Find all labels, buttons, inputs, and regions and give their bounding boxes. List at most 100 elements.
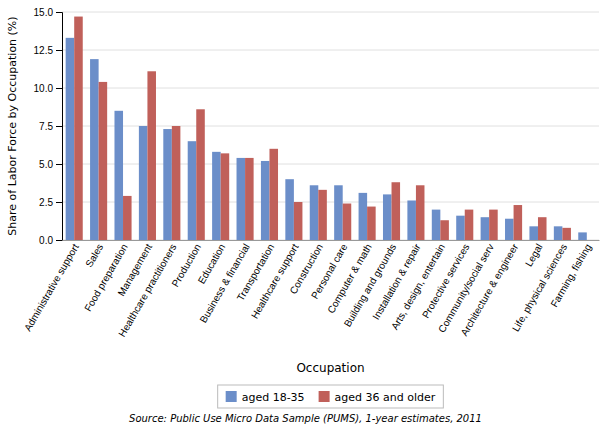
x-tick: Food preparation: [82, 242, 130, 313]
bar: [465, 210, 474, 240]
x-tick: Healthcare practitioners: [116, 242, 178, 339]
x-tick-label: Legal: [523, 242, 545, 269]
bar: [66, 38, 75, 240]
chart: 0.0 2.5 5.0 7.5 10.0 12.5 15.0 Administrative s…: [0, 0, 611, 430]
bar: [562, 228, 571, 240]
bar: [514, 205, 523, 240]
y-axis-title: Share of Labor Force by Occupation (%): [6, 16, 19, 235]
bar: [334, 185, 343, 240]
bar: [383, 194, 392, 240]
bar: [74, 17, 83, 240]
y-tick-label: 0.0: [39, 235, 53, 246]
y-tick: 15.0: [34, 7, 62, 18]
bar: [285, 179, 294, 240]
x-tick: Architecture & engineer: [459, 241, 521, 338]
bar: [172, 126, 181, 240]
y-tick-label: 2.5: [39, 197, 53, 208]
bar: [359, 193, 368, 240]
bar: [578, 232, 587, 240]
x-tick-label: Sales: [83, 242, 105, 269]
x-tick-label: Healthcare practitioners: [116, 242, 178, 339]
x-axis: Administrative supportSalesFood preparat…: [22, 241, 600, 339]
y-tick: 5.0: [39, 159, 62, 170]
y-tick-label: 10.0: [34, 83, 54, 94]
x-tick: Legal: [523, 242, 545, 269]
legend-swatch: [319, 391, 330, 402]
bar: [99, 82, 108, 240]
x-tick: Farming, fishing: [548, 242, 593, 309]
x-tick-label: Administrative support: [22, 242, 81, 333]
legend-swatch: [226, 391, 237, 402]
grid: [62, 12, 599, 240]
y-tick-label: 7.5: [39, 121, 53, 132]
x-tick: Sales: [83, 242, 105, 269]
bar: [221, 153, 230, 240]
y-tick-label: 15.0: [34, 7, 54, 18]
grid-line: [62, 88, 599, 89]
plot: 0.0 2.5 5.0 7.5 10.0 12.5 15.0 Administrative s…: [22, 7, 600, 375]
bar: [261, 161, 270, 240]
bar: [310, 185, 319, 240]
bar: [587, 240, 596, 241]
bar: [440, 220, 449, 240]
legend: aged 18-35 aged 36 and older: [218, 385, 444, 408]
legend-frame: [218, 385, 444, 408]
bar: [269, 149, 278, 240]
bar: [196, 109, 205, 240]
y-tick: 2.5: [39, 197, 62, 208]
bar: [163, 129, 172, 240]
bars: [66, 17, 587, 240]
bar: [367, 207, 376, 240]
bar: [114, 111, 123, 240]
bar: [392, 182, 401, 240]
y-axis: 0.0 2.5 5.0 7.5 10.0 12.5 15.0: [34, 7, 63, 246]
bar: [538, 217, 547, 240]
legend-label: aged 36 and older: [335, 391, 436, 404]
bar: [456, 216, 465, 240]
x-axis-line: [63, 240, 600, 241]
annotation: Source: Public Use Micro Data Sample (PU…: [129, 413, 482, 424]
series: [66, 38, 587, 240]
bar: [554, 226, 563, 240]
bar: [147, 71, 156, 240]
y-tick-mark: [56, 12, 62, 13]
x-tick: Administrative support: [22, 242, 81, 333]
bar: [416, 185, 425, 240]
bar: [245, 158, 254, 240]
bar: [90, 59, 99, 240]
y-tick-mark: [56, 126, 62, 127]
bar: [343, 204, 352, 240]
bar: [481, 217, 490, 240]
y-tick-mark: [56, 202, 62, 203]
y-tick-mark: [56, 50, 62, 51]
grid-line: [62, 50, 599, 51]
bar: [212, 152, 221, 240]
y-tick: 0.0: [39, 235, 62, 246]
y-tick-label: 5.0: [39, 159, 53, 170]
series: [74, 17, 571, 240]
bar: [188, 141, 197, 240]
y-tick: 12.5: [34, 45, 62, 56]
bar: [529, 226, 538, 240]
y-tick-label: 12.5: [34, 45, 54, 56]
x-tick-label: Farming, fishing: [548, 242, 593, 309]
y-axis-line: [56, 13, 63, 241]
bar: [318, 190, 327, 240]
grid-line: [62, 12, 599, 13]
legend-label: aged 18-35: [242, 391, 305, 404]
y-tick: 10.0: [34, 83, 62, 94]
y-tick-mark: [56, 88, 62, 89]
x-axis-title: Occupation: [296, 361, 364, 375]
bar: [139, 126, 148, 240]
bar: [123, 196, 132, 240]
y-tick: 7.5: [39, 121, 62, 132]
y-tick-mark: [56, 240, 62, 241]
y-tick-mark: [56, 164, 62, 165]
bar: [489, 210, 498, 240]
x-tick-label: Architecture & engineer: [459, 241, 521, 338]
bar: [407, 200, 416, 240]
bar: [237, 158, 246, 240]
bar: [505, 219, 514, 240]
x-tick-label: Food preparation: [82, 242, 130, 313]
bar: [432, 210, 441, 240]
